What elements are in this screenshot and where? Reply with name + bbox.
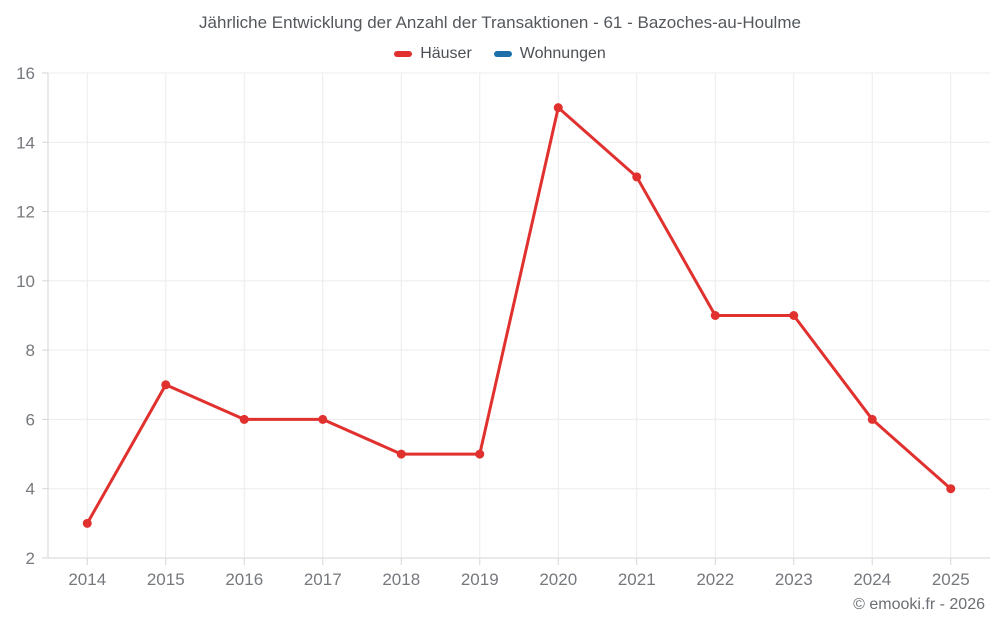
legend-item-haeuser[interactable]: Häuser [394, 45, 472, 63]
data-point[interactable] [239, 414, 249, 424]
y-axis-label: 10 [16, 272, 35, 291]
data-point[interactable] [396, 449, 406, 459]
data-point[interactable] [475, 449, 485, 459]
data-point[interactable] [553, 103, 563, 113]
y-axis-label: 6 [26, 410, 35, 429]
chart-legend: Häuser Wohnungen [0, 45, 1000, 63]
data-point[interactable] [161, 380, 171, 390]
x-axis-label: 2014 [68, 570, 106, 589]
data-point[interactable] [632, 172, 642, 182]
x-axis-label: 2021 [618, 570, 656, 589]
data-point[interactable] [710, 311, 720, 320]
x-axis-label: 2019 [461, 570, 499, 589]
x-axis-label: 2016 [225, 570, 263, 589]
x-axis-label: 2015 [147, 570, 185, 589]
legend-item-label: Häuser [420, 45, 472, 62]
y-axis-label: 16 [16, 64, 35, 83]
data-point[interactable] [867, 414, 877, 424]
data-point[interactable] [82, 518, 92, 528]
y-axis-label: 4 [26, 480, 35, 499]
haeuser-legend-swatch-icon [394, 51, 413, 57]
x-axis-label: 2022 [696, 570, 734, 589]
y-axis-label: 8 [26, 341, 35, 360]
data-point[interactable] [318, 414, 328, 424]
x-axis-label: 2020 [539, 570, 577, 589]
chart-title: Jährliche Entwicklung der Anzahl der Tra… [199, 13, 801, 32]
series-line [85, 106, 953, 525]
data-point[interactable] [789, 311, 799, 320]
y-axis-label: 12 [16, 203, 35, 222]
legend-item-wohnungen[interactable]: Wohnungen [493, 45, 606, 63]
y-axis-label: 2 [26, 549, 35, 568]
x-axis-label: 2017 [304, 570, 342, 589]
x-axis-label: 2018 [382, 570, 420, 589]
y-axis-label: 14 [16, 133, 35, 152]
legend-item-label: Wohnungen [519, 45, 606, 62]
x-axis-label: 2024 [853, 570, 891, 589]
wohnungen-legend-swatch-icon [493, 51, 512, 57]
copyright-watermark: © emooki.fr - 2026 [853, 596, 985, 613]
data-point[interactable] [946, 484, 956, 494]
x-axis-label: 2025 [932, 570, 970, 589]
x-axis-label: 2023 [775, 570, 813, 589]
